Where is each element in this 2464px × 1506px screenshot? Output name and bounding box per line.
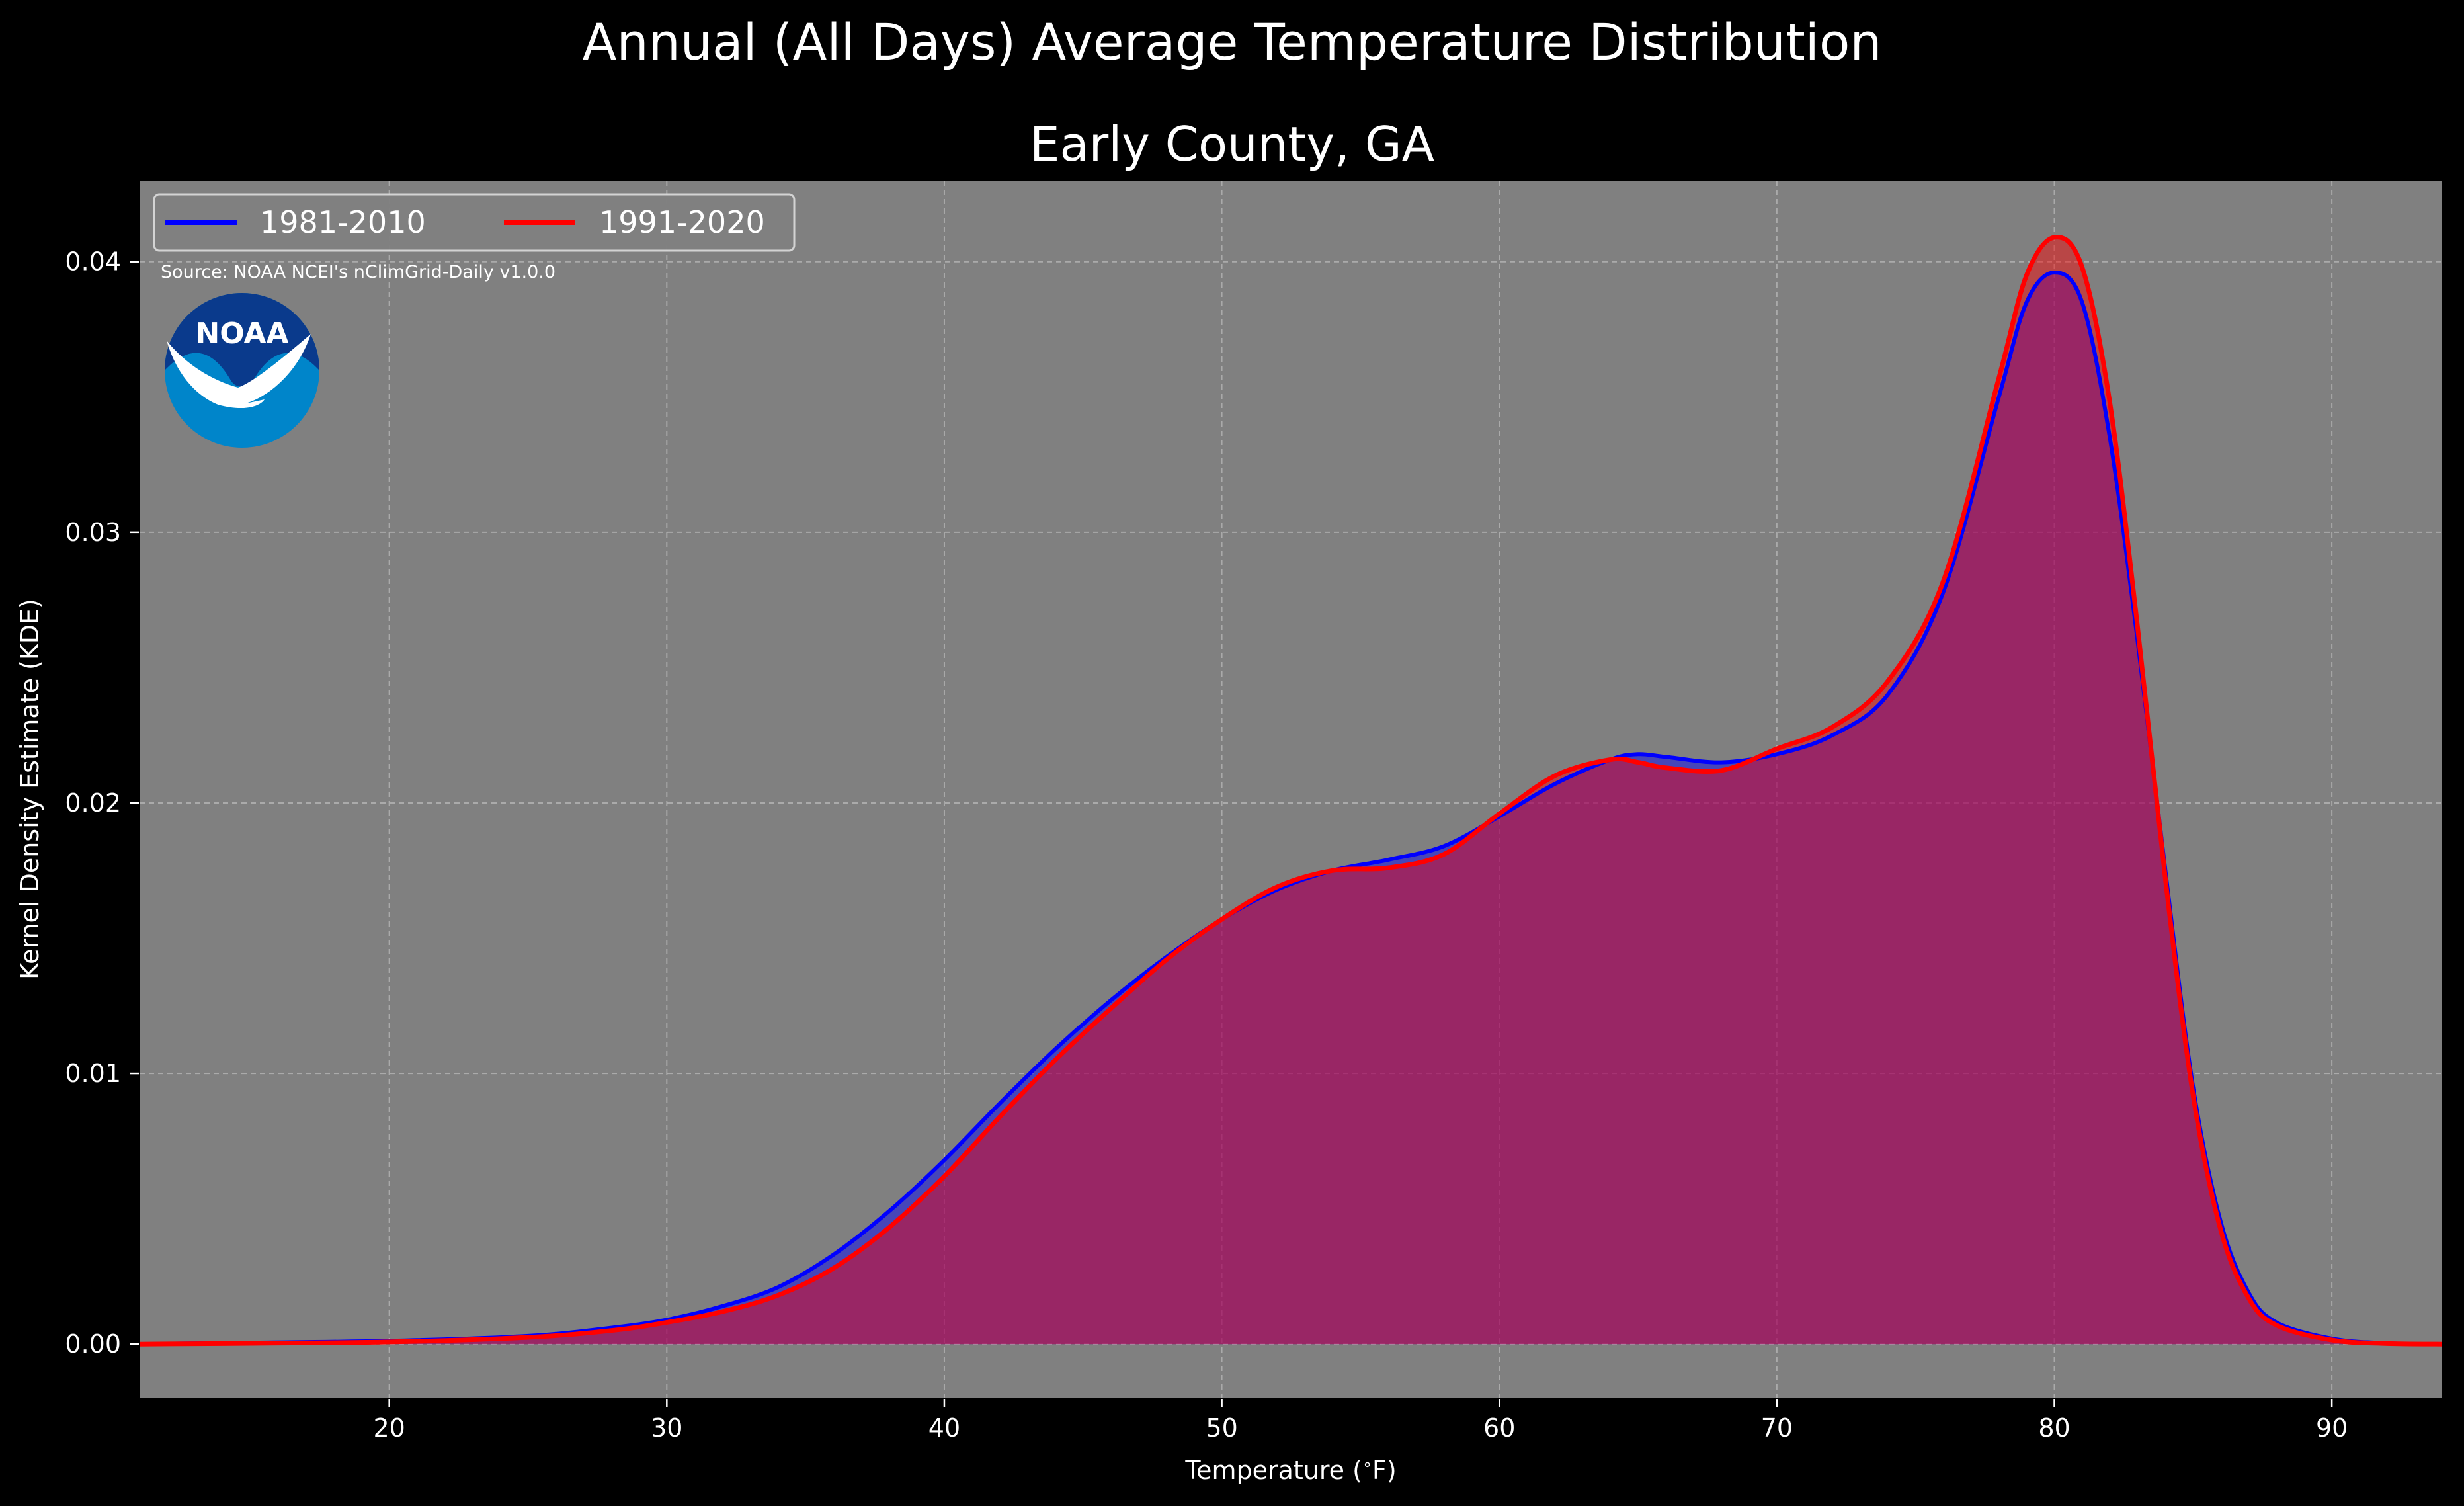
plot-frame	[139, 180, 2443, 1399]
x-axis: 20 30 40 50 60 70 80 90	[373, 1398, 2348, 1443]
y-tick-label: 0.02	[65, 788, 121, 817]
noaa-logo-text: NOAA	[195, 317, 288, 351]
x-tick-label: 80	[2038, 1413, 2070, 1443]
y-tick-label: 0.00	[65, 1329, 121, 1359]
y-tick-label: 0.04	[65, 247, 121, 276]
y-tick-label: 0.01	[65, 1059, 121, 1088]
series-lines	[139, 235, 2443, 1347]
y-axis: 0.00 0.01 0.02 0.03 0.04	[65, 247, 140, 1359]
series-line-1991-2020	[139, 235, 2443, 1347]
legend-label-1991-2020: 1991-2020	[599, 204, 765, 240]
series-fills	[140, 237, 2443, 1345]
figure-title: Annual (All Days) Average Temperature Di…	[582, 13, 1881, 71]
x-tick-label: 90	[2316, 1413, 2348, 1443]
grid-lines	[140, 181, 2443, 1398]
x-tick-label: 60	[1483, 1413, 1515, 1443]
plot-area	[140, 181, 2443, 1398]
x-axis-label: Temperature (∘F)	[1184, 1455, 1396, 1485]
x-tick-label: 20	[373, 1413, 405, 1443]
y-tick-label: 0.03	[65, 518, 121, 547]
legend-label-1981-2010: 1981-2010	[260, 204, 426, 240]
x-tick-label: 40	[928, 1413, 960, 1443]
x-tick-label: 30	[651, 1413, 682, 1443]
legend: 1981-2010 1991-2020	[153, 193, 796, 252]
x-tick-label: 70	[1761, 1413, 1793, 1443]
chart-subtitle: Early County, GA	[1030, 116, 1434, 172]
source-note: Source: NOAA NCEI's nClimGrid-Daily v1.0…	[161, 262, 555, 282]
legend-frame	[153, 193, 796, 252]
series-fill-1981-2010	[140, 272, 2443, 1345]
noaa-logo: NOAA	[165, 293, 319, 448]
y-axis-label: Kernel Density Estimate (KDE)	[15, 599, 44, 980]
x-tick-label: 50	[1206, 1413, 1237, 1443]
series-fill-1991-2020	[140, 237, 2443, 1345]
